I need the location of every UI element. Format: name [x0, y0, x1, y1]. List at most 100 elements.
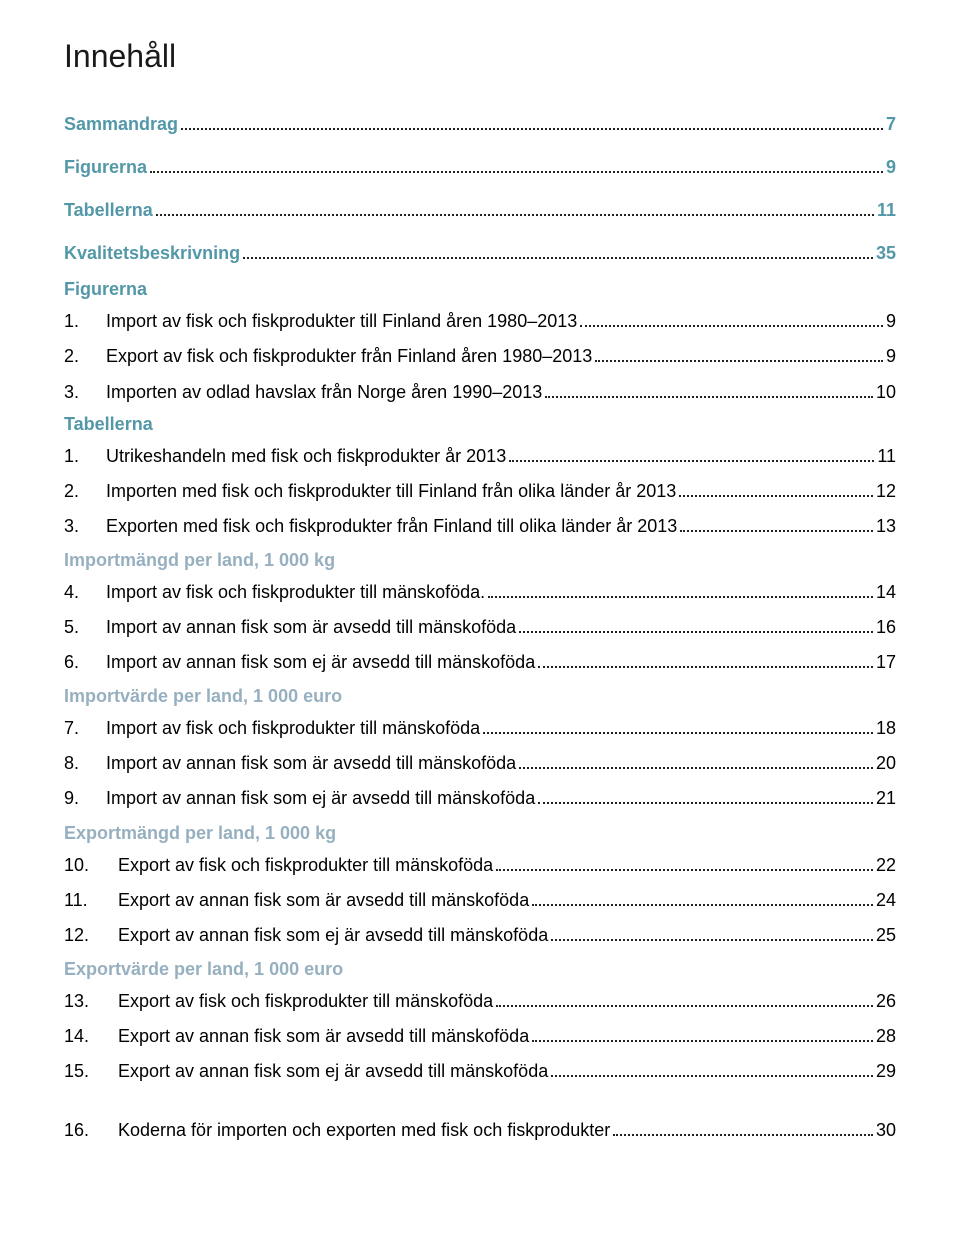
toc-page: 25	[876, 918, 896, 953]
toc-entry: 10. Export av fisk och fiskprodukter til…	[64, 848, 896, 883]
toc-num: 1.	[64, 439, 106, 474]
toc-label: Export av fisk och fiskprodukter från Fi…	[106, 339, 592, 374]
toc-leader	[680, 530, 873, 532]
subsection-heading-exportvarde: Exportvärde per land, 1 000 euro	[64, 959, 896, 980]
toc-label: Exporten med fisk och fiskprodukter från…	[106, 509, 677, 544]
toc-page: 21	[876, 781, 896, 816]
toc-num: 7.	[64, 711, 106, 746]
toc-page: 11	[877, 439, 896, 474]
subsection-heading-importmangd: Importmängd per land, 1 000 kg	[64, 550, 896, 571]
toc-num: 6.	[64, 645, 106, 680]
toc-entry: 2. Export av fisk och fiskprodukter från…	[64, 339, 896, 374]
toc-num: 5.	[64, 610, 106, 645]
toc-leader	[243, 257, 873, 259]
toc-num: 10.	[64, 848, 118, 883]
toc-page: 24	[876, 883, 896, 918]
toc-page: 26	[876, 984, 896, 1019]
toc-leader	[150, 171, 883, 173]
toc-entry: 16. Koderna för importen och exporten me…	[64, 1113, 896, 1148]
toc-num: 12.	[64, 918, 118, 953]
section-heading-tabellerna: Tabellerna	[64, 414, 896, 435]
toc-page: 30	[876, 1113, 896, 1148]
toc-leader	[156, 214, 874, 216]
toc-entry: Sammandrag 7	[64, 103, 896, 146]
toc-page: 11	[877, 193, 896, 228]
toc-leader	[538, 802, 873, 804]
toc-leader	[519, 631, 873, 633]
toc-page: 9	[886, 339, 896, 374]
toc-leader	[679, 495, 873, 497]
toc-page: 17	[876, 645, 896, 680]
toc-label: Figurerna	[64, 150, 147, 185]
toc-entry: 6. Import av annan fisk som ej är avsedd…	[64, 645, 896, 680]
toc-num: 8.	[64, 746, 106, 781]
toc-label: Import av annan fisk som är avsedd till …	[106, 610, 516, 645]
toc-page: 9	[886, 150, 896, 185]
toc-leader	[496, 1005, 873, 1007]
toc-num: 2.	[64, 339, 106, 374]
toc-label: Export av annan fisk som är avsedd till …	[118, 883, 529, 918]
toc-entry: 1. Utrikeshandeln med fisk och fiskprodu…	[64, 439, 896, 474]
toc-num: 1.	[64, 304, 106, 339]
toc-page: 13	[876, 509, 896, 544]
toc-label: Import av annan fisk som är avsedd till …	[106, 746, 516, 781]
toc-label: Tabellerna	[64, 193, 153, 228]
toc-page: 35	[876, 236, 896, 271]
toc-leader	[519, 767, 873, 769]
toc-num: 3.	[64, 375, 106, 410]
toc-leader	[488, 596, 873, 598]
toc-leader	[595, 360, 883, 362]
section-heading-figurerna: Figurerna	[64, 279, 896, 300]
toc-leader	[496, 869, 873, 871]
toc-label: Importen av odlad havslax från Norge åre…	[106, 375, 542, 410]
toc-entry: 15. Export av annan fisk som ej är avsed…	[64, 1054, 896, 1089]
toc-leader	[613, 1134, 873, 1136]
toc-entry: 1. Import av fisk och fiskprodukter till…	[64, 304, 896, 339]
toc-entry: 14. Export av annan fisk som är avsedd t…	[64, 1019, 896, 1054]
toc-page: 18	[876, 711, 896, 746]
toc-leader	[532, 904, 873, 906]
toc-entry: 9. Import av annan fisk som ej är avsedd…	[64, 781, 896, 816]
toc-label: Sammandrag	[64, 107, 178, 142]
toc-num: 3.	[64, 509, 106, 544]
toc-label: Utrikeshandeln med fisk och fiskprodukte…	[106, 439, 506, 474]
toc-entry: Figurerna 9	[64, 146, 896, 189]
toc-leader	[532, 1040, 873, 1042]
toc-page: 10	[876, 375, 896, 410]
subsection-heading-exportmangd: Exportmängd per land, 1 000 kg	[64, 823, 896, 844]
toc-leader	[181, 128, 883, 130]
toc-entry: 11. Export av annan fisk som är avsedd t…	[64, 883, 896, 918]
toc-entry: 12. Export av annan fisk som ej är avsed…	[64, 918, 896, 953]
toc-label: Import av fisk och fiskprodukter till mä…	[106, 711, 480, 746]
toc-label: Export av annan fisk som är avsedd till …	[118, 1019, 529, 1054]
toc-num: 11.	[64, 883, 118, 918]
toc-entry: 3. Exporten med fisk och fiskprodukter f…	[64, 509, 896, 544]
toc-label: Import av annan fisk som ej är avsedd ti…	[106, 645, 535, 680]
toc-num: 4.	[64, 575, 106, 610]
toc-label: Export av fisk och fiskprodukter till mä…	[118, 984, 493, 1019]
toc-page: 7	[886, 107, 896, 142]
toc-entry: 4. Import av fisk och fiskprodukter till…	[64, 575, 896, 610]
page-title: Innehåll	[64, 38, 896, 75]
toc-page: 22	[876, 848, 896, 883]
toc-entry: 13. Export av fisk och fiskprodukter til…	[64, 984, 896, 1019]
toc-page: 20	[876, 746, 896, 781]
toc-num: 16.	[64, 1113, 118, 1148]
toc-label: Koderna för importen och exporten med fi…	[118, 1113, 610, 1148]
toc-entry: 2. Importen med fisk och fiskprodukter t…	[64, 474, 896, 509]
toc-entry: 7. Import av fisk och fiskprodukter till…	[64, 711, 896, 746]
toc-label: Import av fisk och fiskprodukter till Fi…	[106, 304, 577, 339]
toc-num: 2.	[64, 474, 106, 509]
toc-label: Import av annan fisk som ej är avsedd ti…	[106, 781, 535, 816]
toc-entry: 8. Import av annan fisk som är avsedd ti…	[64, 746, 896, 781]
toc-page: 14	[876, 575, 896, 610]
toc-page: 16	[876, 610, 896, 645]
toc-entry: 5. Import av annan fisk som är avsedd ti…	[64, 610, 896, 645]
toc-leader	[551, 1075, 873, 1077]
toc-entry: 3. Importen av odlad havslax från Norge …	[64, 375, 896, 410]
toc-label: Importen med fisk och fiskprodukter till…	[106, 474, 676, 509]
toc-leader	[551, 939, 873, 941]
toc-label: Export av annan fisk som ej är avsedd ti…	[118, 918, 548, 953]
toc-leader	[580, 325, 883, 327]
toc-leader	[483, 732, 873, 734]
